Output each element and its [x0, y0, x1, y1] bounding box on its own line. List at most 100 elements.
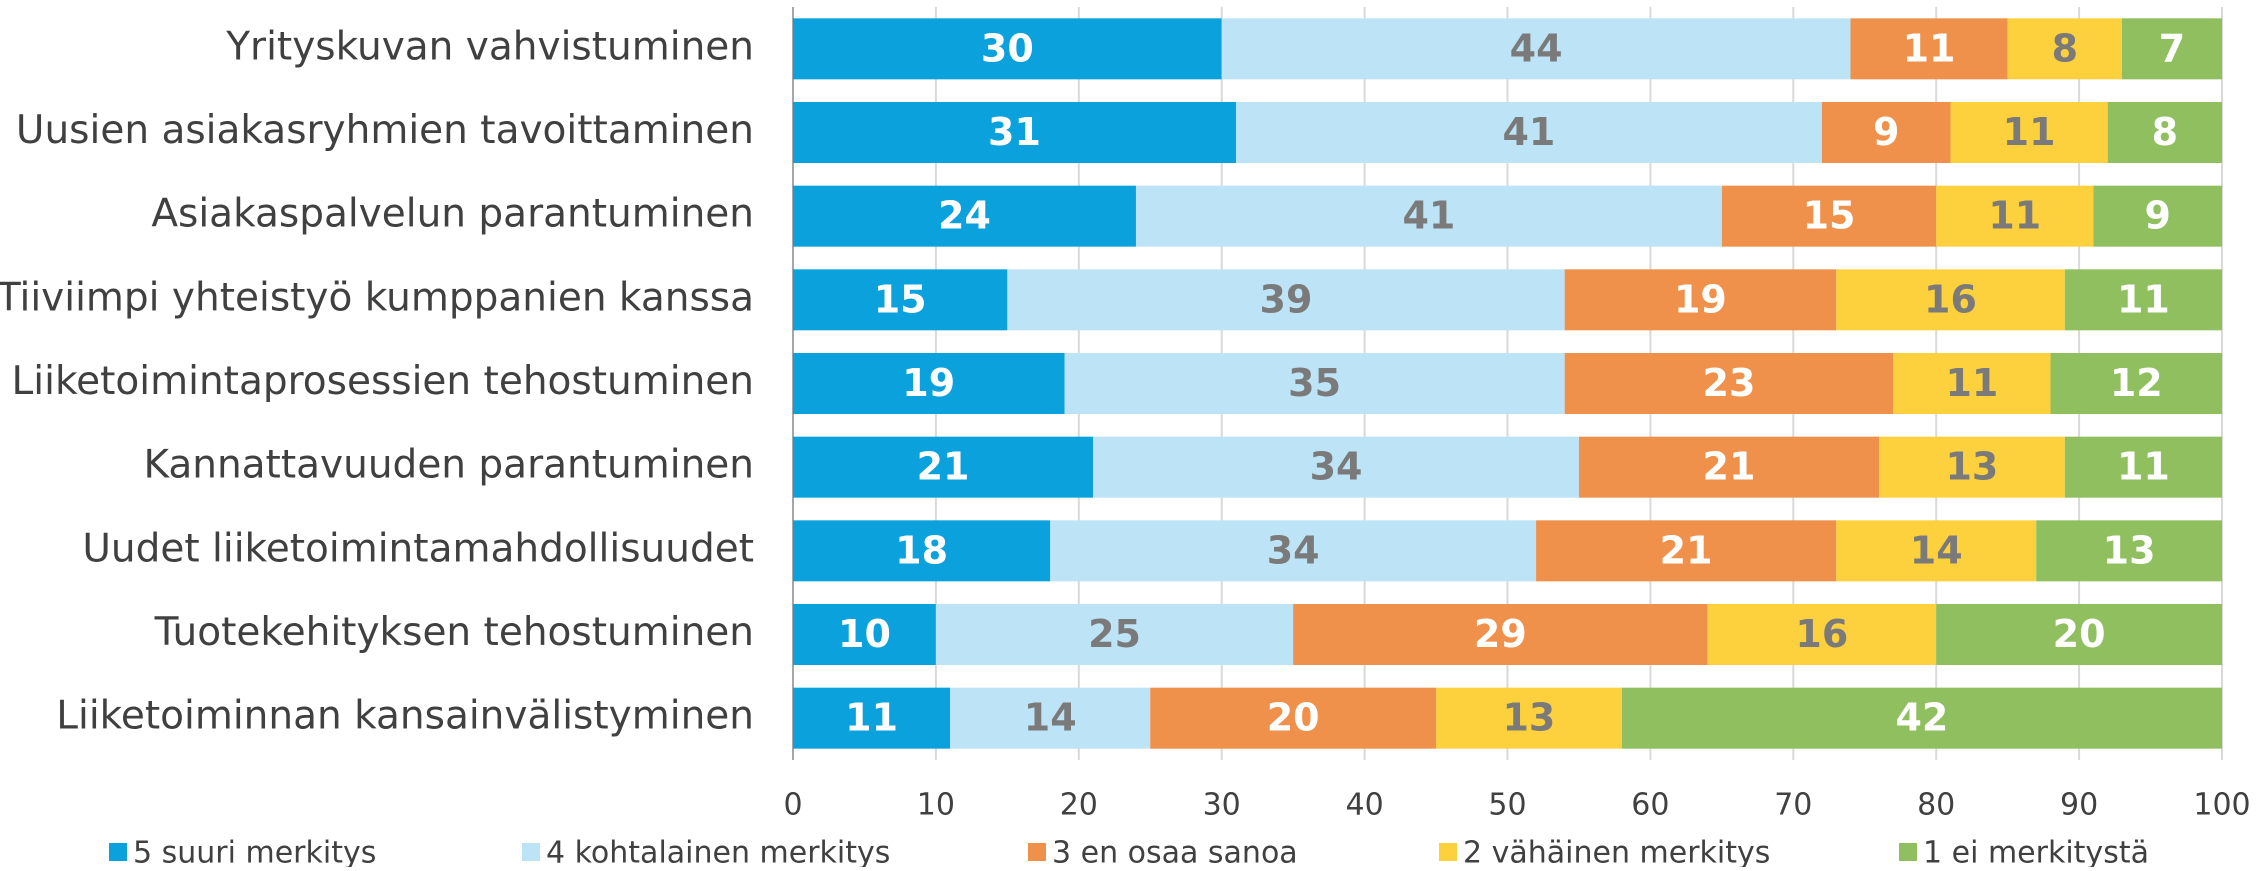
bar-segment	[793, 520, 1051, 582]
bar-segment	[793, 269, 1008, 331]
value-label: 11	[845, 696, 898, 740]
value-label: 21	[917, 445, 970, 489]
bar-segment	[950, 687, 1151, 749]
category-label: Asiakaspalvelun parantuminen	[151, 192, 754, 237]
category-label: Liiketoiminnan kansainvälistyminen	[56, 694, 754, 739]
bar-segment	[793, 18, 1222, 80]
bar-segment	[2064, 436, 2222, 498]
bar-segment	[2036, 520, 2222, 582]
value-label: 14	[1910, 528, 1963, 572]
x-tick-label: 50	[1488, 788, 1526, 823]
bar-segment	[793, 102, 1236, 163]
value-label: 21	[1660, 528, 1713, 572]
category-label: Liiketoimintaprosessien tehostuminen	[12, 359, 754, 404]
value-label: 11	[2117, 277, 2170, 321]
bar-segment	[2007, 18, 2122, 80]
bar-segment	[1007, 269, 1565, 331]
value-label: 31	[988, 110, 1041, 154]
x-tick-label: 60	[1631, 788, 1669, 823]
bar-segment	[1050, 520, 1537, 582]
value-label: 13	[2103, 528, 2156, 572]
value-label: 44	[1510, 26, 1563, 70]
bar-segment	[793, 687, 951, 749]
value-label: 16	[1795, 612, 1848, 656]
value-label: 13	[1945, 445, 1998, 489]
bar-segment	[1064, 353, 1565, 414]
value-label: 41	[1502, 110, 1555, 154]
category-label: Tiiviimpi yhteistyö kumppanien kanssa	[0, 275, 754, 320]
value-label: 21	[1703, 445, 1756, 489]
value-label: 11	[1988, 194, 2041, 238]
value-label: 9	[1873, 110, 1899, 154]
bar-segment	[1707, 604, 1937, 665]
value-label: 34	[1267, 528, 1320, 572]
bar-segment	[1850, 18, 2008, 80]
value-label: 25	[1088, 612, 1141, 656]
legend-label: 4 kohtalainen merkitys	[546, 836, 890, 868]
bar-segment	[1564, 353, 1894, 414]
value-label: 24	[938, 194, 991, 238]
x-tick-label: 90	[2060, 788, 2098, 823]
value-label: 13	[1502, 696, 1555, 740]
bar-segment	[1836, 269, 2065, 331]
value-label: 41	[1402, 194, 1455, 238]
bar-segment	[1721, 185, 1937, 247]
bar-segment	[2050, 353, 2222, 414]
value-label: 39	[1260, 277, 1313, 321]
bar-segment	[1150, 687, 1437, 749]
x-tick-label: 70	[1774, 788, 1812, 823]
value-label: 35	[1288, 361, 1341, 405]
legend-swatch	[1899, 843, 1917, 861]
value-label: 16	[1924, 277, 1977, 321]
value-label: 19	[902, 361, 955, 405]
bar-segment	[1578, 436, 1880, 498]
bar-segment	[1235, 102, 1822, 163]
legend-label: 2 vähäinen merkitys	[1463, 836, 1770, 868]
value-label: 7	[2159, 26, 2185, 70]
x-tick-label: 80	[1917, 788, 1955, 823]
value-label: 14	[1024, 696, 1077, 740]
legend-swatch	[109, 843, 127, 861]
value-label: 8	[2052, 26, 2078, 70]
legend-label: 5 suuri merkitys	[133, 836, 376, 868]
bar-segment	[2093, 185, 2222, 247]
value-label: 20	[1267, 696, 1320, 740]
legend-swatch	[1439, 843, 1457, 861]
bar-segment	[1950, 102, 2108, 163]
x-tick-label: 20	[1060, 788, 1098, 823]
bar-segment	[1293, 604, 1708, 665]
bar-segment	[2064, 269, 2222, 331]
value-label: 11	[2117, 445, 2170, 489]
value-label: 11	[1903, 26, 1956, 70]
bar-segment	[1135, 185, 1722, 247]
bar-segment	[1221, 18, 1851, 80]
bar-segment	[1879, 436, 2065, 498]
category-label: Uusien asiakasryhmien tavoittaminen	[16, 108, 754, 153]
legend-label: 3 en osaa sanoa	[1052, 836, 1298, 868]
value-label: 29	[1474, 612, 1527, 656]
bar-segment	[1821, 102, 1951, 163]
x-tick-label: 40	[1346, 788, 1384, 823]
value-label: 10	[838, 612, 891, 656]
bar-segment	[1093, 436, 1579, 498]
bar-segment	[2121, 18, 2222, 80]
value-label: 15	[1803, 194, 1856, 238]
value-label: 9	[2144, 194, 2170, 238]
legend-swatch	[522, 843, 540, 861]
bar-segment	[793, 604, 936, 665]
value-label: 11	[1945, 361, 1998, 405]
legend-label: 1 ei merkitystä	[1923, 836, 2149, 868]
value-label: 42	[1895, 696, 1948, 740]
value-label: 8	[2152, 110, 2178, 154]
bar-segment	[1436, 687, 1622, 749]
value-label: 19	[1674, 277, 1727, 321]
bar-segment	[1936, 185, 2094, 247]
legend-swatch	[1028, 843, 1046, 861]
category-label: Tuotekehityksen tehostuminen	[154, 610, 754, 655]
value-label: 30	[981, 26, 1034, 70]
bar-segment	[935, 604, 1294, 665]
x-tick-label: 10	[917, 788, 955, 823]
value-label: 20	[2053, 612, 2106, 656]
value-label: 15	[874, 277, 927, 321]
